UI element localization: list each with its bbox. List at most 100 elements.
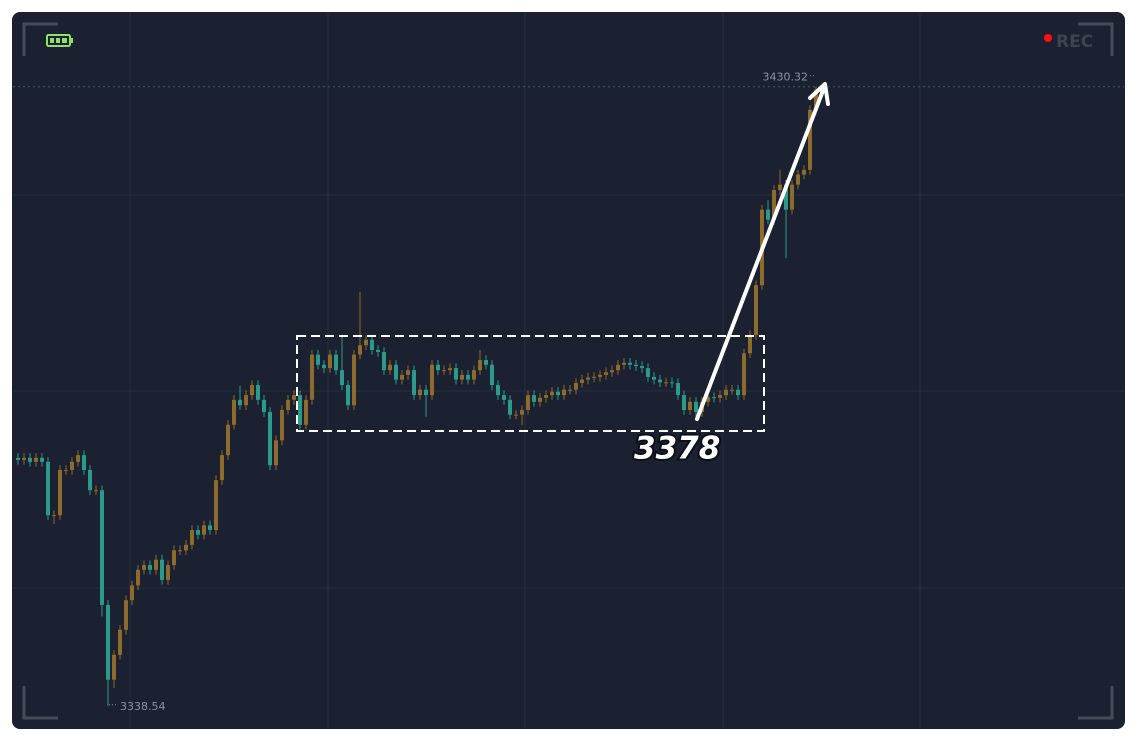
arrow-head <box>808 82 830 106</box>
candle-body <box>454 368 458 380</box>
rec-dot <box>1044 34 1052 42</box>
chart-frame <box>12 12 1125 729</box>
battery-tip <box>71 38 73 43</box>
candle-body <box>448 368 452 371</box>
candle-body <box>166 565 170 580</box>
candle-body <box>712 397 716 399</box>
annotation: 3378 <box>634 431 720 467</box>
candle-body <box>388 364 392 371</box>
candle-body <box>580 379 584 383</box>
candle-body <box>304 399 308 425</box>
candle-body <box>184 544 188 551</box>
candle-body <box>604 372 608 375</box>
candle-body <box>52 515 56 517</box>
candle-body <box>556 391 560 396</box>
candle-body <box>610 370 614 373</box>
viewfinder-corners <box>22 22 1114 720</box>
candle-body <box>352 354 356 406</box>
battery-icon <box>46 34 73 47</box>
candle-body <box>424 389 428 396</box>
candle-body <box>280 409 284 441</box>
candle-body <box>598 374 602 377</box>
candle-body <box>130 585 134 601</box>
arrow-shaft <box>695 86 826 421</box>
battery-cell <box>56 38 60 43</box>
candle-body <box>682 395 686 410</box>
candle-body <box>430 364 434 396</box>
candle-body <box>538 397 542 402</box>
candle-body <box>106 604 110 680</box>
candle-body <box>490 364 494 386</box>
candle-body <box>382 351 386 371</box>
candle-body <box>502 395 506 400</box>
candle-body <box>172 550 176 566</box>
candle-body <box>226 424 230 456</box>
grid <box>13 13 1124 728</box>
candle-body <box>118 629 122 655</box>
candle-body <box>568 389 572 391</box>
candle-body <box>676 382 680 396</box>
candle-body <box>508 399 512 415</box>
candle-body <box>520 409 524 415</box>
candle-body <box>16 457 20 460</box>
candle-body <box>70 461 74 470</box>
candle-body <box>526 395 530 410</box>
candle-body <box>238 399 242 406</box>
candle-body <box>442 370 446 372</box>
candle-body <box>688 401 692 410</box>
candle-body <box>718 395 722 398</box>
candle-body <box>400 374 404 380</box>
candle-body <box>112 654 116 680</box>
candle-body <box>124 600 128 630</box>
candle-body <box>574 382 578 390</box>
rec-label: REC <box>1056 32 1093 52</box>
candle-body <box>316 354 320 365</box>
high-label: 3430.32 <box>763 71 809 84</box>
candle-body <box>34 457 38 462</box>
candle-body <box>178 550 182 552</box>
candle-body <box>286 399 290 410</box>
low-label: 3338.54 <box>120 700 166 713</box>
battery-cell <box>50 38 54 43</box>
candle-body <box>28 457 32 462</box>
candle-body <box>244 395 248 406</box>
candle-body <box>418 389 422 396</box>
candle-body <box>268 411 272 466</box>
candle-body <box>412 370 416 396</box>
candle-body <box>250 385 254 396</box>
corner <box>1078 686 1114 720</box>
candle-body <box>772 190 776 220</box>
candle-body <box>292 395 296 400</box>
candle-body <box>100 490 104 605</box>
candle-body <box>334 354 338 371</box>
battery-body <box>46 34 71 47</box>
trend-arrow <box>695 82 830 421</box>
candle-body <box>466 374 470 380</box>
candle-body <box>76 455 80 462</box>
candle-body <box>370 339 374 350</box>
candle-body <box>154 559 158 570</box>
candle-body <box>298 395 302 425</box>
candle-body <box>340 370 344 386</box>
candle-body <box>346 385 350 406</box>
candle-body <box>592 376 596 378</box>
candle-body <box>778 184 782 191</box>
candle-body <box>496 385 500 396</box>
candle-body <box>232 399 236 425</box>
candle-body <box>754 285 758 336</box>
candle-body <box>706 397 710 402</box>
candle-body <box>622 362 626 365</box>
candle-body <box>274 440 278 466</box>
candle-body <box>544 395 548 398</box>
candle-body <box>88 469 92 491</box>
candle-body <box>148 565 152 570</box>
candle-body <box>214 480 218 531</box>
candle-body <box>664 382 668 384</box>
candle-body <box>550 391 554 396</box>
candle-body <box>670 382 674 384</box>
candle-body <box>736 389 740 396</box>
battery-cell <box>62 38 67 43</box>
candle-body <box>256 385 260 400</box>
